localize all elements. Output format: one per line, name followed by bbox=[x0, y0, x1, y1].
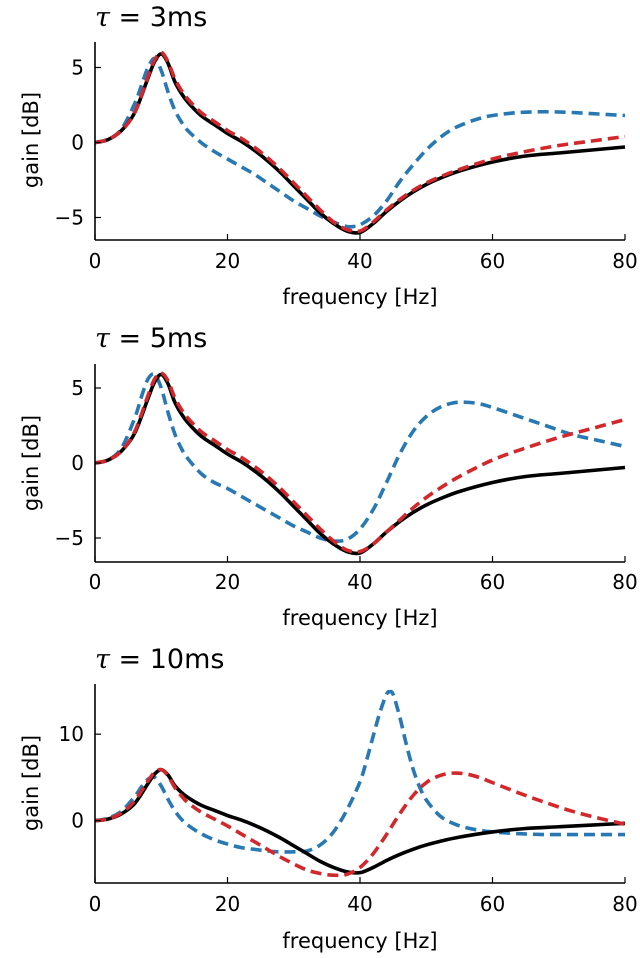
x-tick-label: 80 bbox=[612, 249, 637, 273]
x-axis-label: frequency [Hz] bbox=[282, 285, 437, 309]
series-line-dashed-blue bbox=[95, 689, 625, 854]
series-line-dashed-red bbox=[95, 371, 626, 554]
x-tick-label: 40 bbox=[347, 570, 372, 594]
x-tick-label: 0 bbox=[89, 249, 102, 273]
x-tick-label: 80 bbox=[612, 570, 637, 594]
subplot-title: τ = 10ms bbox=[95, 644, 224, 675]
series-group bbox=[95, 50, 626, 235]
x-tick-label: 80 bbox=[612, 892, 637, 916]
x-tick-label: 40 bbox=[347, 892, 372, 916]
y-tick-label: −5 bbox=[55, 206, 84, 230]
series-line-dashed-blue bbox=[95, 56, 626, 229]
series-line-dashed-red bbox=[95, 50, 626, 234]
subplot-title: τ = 5ms bbox=[95, 323, 207, 354]
y-axis-label: gain [dB] bbox=[19, 92, 43, 188]
x-tick-label: 0 bbox=[89, 892, 102, 916]
x-tick-label: 0 bbox=[89, 570, 102, 594]
x-tick-label: 20 bbox=[215, 892, 240, 916]
series-group bbox=[95, 371, 626, 556]
x-tick-label: 20 bbox=[215, 570, 240, 594]
series-line-dashed-red bbox=[95, 767, 626, 878]
y-tick-label: 0 bbox=[71, 451, 84, 475]
x-tick-label: 40 bbox=[347, 249, 372, 273]
series-line-solid-black bbox=[95, 52, 626, 235]
x-tick-label: 60 bbox=[480, 570, 505, 594]
y-tick-label: 0 bbox=[71, 809, 84, 833]
x-tick-label: 20 bbox=[215, 249, 240, 273]
subplot-title: τ = 3ms bbox=[95, 2, 207, 33]
y-axis-label: gain [dB] bbox=[19, 735, 43, 831]
x-tick-label: 60 bbox=[480, 892, 505, 916]
x-axis-label: frequency [Hz] bbox=[282, 606, 437, 630]
y-tick-label: 10 bbox=[59, 722, 84, 746]
y-tick-label: 5 bbox=[71, 56, 84, 80]
subplot-3: 0 20 40 60 80 0 10 frequency [Hz] gain [dB] τ = 1… bbox=[19, 644, 638, 953]
y-tick-label: −5 bbox=[55, 526, 84, 550]
y-axis-label: gain [dB] bbox=[19, 415, 43, 511]
x-tick-label: 60 bbox=[480, 249, 505, 273]
x-axis-label: frequency [Hz] bbox=[282, 929, 437, 953]
series-group bbox=[95, 689, 626, 878]
series-line-solid-black bbox=[95, 372, 626, 556]
y-tick-label: 0 bbox=[71, 131, 84, 155]
y-tick-label: 5 bbox=[71, 376, 84, 400]
